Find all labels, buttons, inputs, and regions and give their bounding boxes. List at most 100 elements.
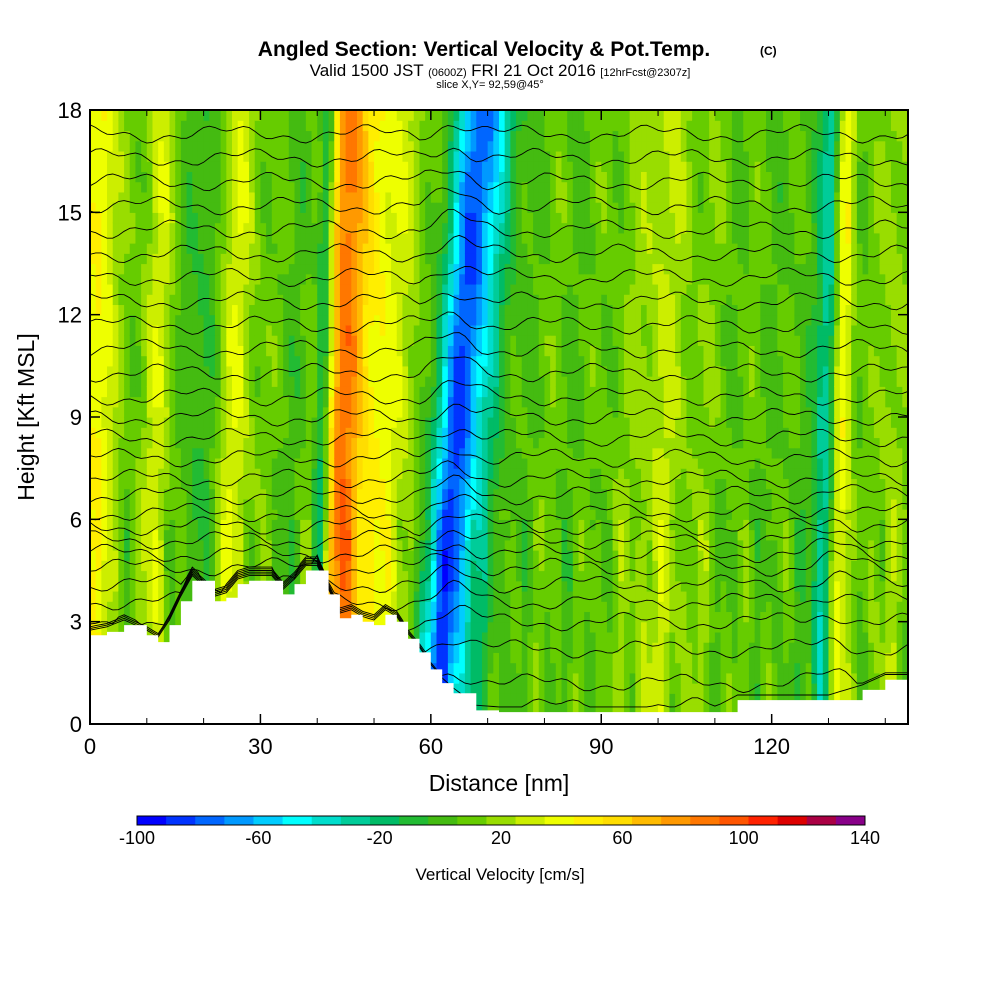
- velocity-cell: [442, 120, 449, 132]
- velocity-cell: [163, 447, 171, 459]
- velocity-cell: [430, 171, 438, 183]
- velocity-cell: [538, 345, 546, 357]
- velocity-cell: [442, 601, 449, 613]
- velocity-cell: [197, 314, 205, 326]
- velocity-cell: [158, 232, 165, 244]
- velocity-cell: [300, 110, 307, 121]
- velocity-cell: [243, 488, 250, 500]
- velocity-cell: [356, 150, 364, 162]
- velocity-cell: [141, 406, 148, 418]
- velocity-cell: [186, 140, 193, 152]
- velocity-cell: [527, 621, 534, 633]
- velocity-cell: [112, 590, 119, 602]
- velocity-cell: [413, 253, 421, 265]
- velocity-cell: [487, 570, 494, 582]
- velocity-cell: [487, 529, 494, 541]
- velocity-cell: [232, 202, 239, 213]
- velocity-cell: [521, 693, 528, 705]
- velocity-cell: [192, 560, 199, 572]
- velocity-cell: [186, 345, 193, 357]
- velocity-cell: [544, 601, 551, 613]
- velocity-cell: [186, 130, 193, 142]
- velocity-cell: [232, 161, 239, 172]
- velocity-cell: [379, 335, 386, 346]
- velocity-cell: [487, 631, 494, 643]
- velocity-cell: [124, 140, 131, 152]
- velocity-cell: [317, 509, 324, 520]
- velocity-cell: [107, 345, 114, 357]
- velocity-cell: [487, 212, 494, 224]
- velocity-cell: [374, 437, 381, 449]
- velocity-cell: [135, 304, 142, 316]
- velocity-cell: [499, 519, 506, 531]
- velocity-cell: [510, 130, 517, 142]
- velocity-cell: [135, 263, 142, 275]
- velocity-cell: [408, 263, 415, 275]
- velocity-cell: [493, 447, 500, 459]
- velocity-cell: [453, 509, 460, 520]
- velocity-cell: [385, 406, 392, 418]
- velocity-cell: [516, 283, 523, 295]
- velocity-cell: [527, 652, 534, 664]
- velocity-cell: [254, 222, 262, 234]
- velocity-cell: [169, 560, 176, 572]
- velocity-cell: [356, 509, 364, 520]
- velocity-cell: [368, 314, 375, 326]
- velocity-cell: [101, 181, 108, 193]
- velocity-cell: [124, 335, 131, 346]
- velocity-cell: [533, 406, 540, 418]
- velocity-cell: [504, 590, 511, 602]
- velocity-cell: [436, 539, 443, 551]
- velocity-cell: [527, 263, 534, 275]
- velocity-cell: [243, 191, 250, 203]
- velocity-cell: [203, 283, 210, 295]
- velocity-cell: [146, 417, 154, 428]
- velocity-cell: [476, 376, 483, 387]
- velocity-cell: [107, 355, 114, 367]
- velocity-cell: [413, 509, 421, 520]
- velocity-cell: [362, 570, 369, 582]
- velocity-cell: [334, 150, 341, 162]
- velocity-cell: [271, 560, 279, 572]
- velocity-cell: [493, 560, 500, 572]
- velocity-cell: [334, 437, 341, 449]
- velocity-cell: [266, 150, 273, 162]
- velocity-cell: [464, 488, 472, 500]
- velocity-cell: [385, 437, 392, 449]
- velocity-cell: [464, 345, 472, 357]
- velocity-cell: [107, 457, 114, 469]
- velocity-cell: [345, 498, 352, 510]
- velocity-cell: [254, 191, 262, 203]
- velocity-cell: [209, 355, 216, 367]
- velocity-cell: [158, 335, 165, 346]
- velocity-cell: [300, 222, 307, 234]
- velocity-cell: [516, 693, 523, 705]
- velocity-cell: [101, 110, 108, 121]
- velocity-cell: [362, 222, 369, 234]
- velocity-cell: [521, 437, 528, 449]
- velocity-cell: [220, 110, 227, 121]
- velocity-cell: [561, 642, 568, 653]
- velocity-cell: [385, 253, 392, 265]
- velocity-cell: [305, 314, 313, 326]
- velocity-cell: [430, 468, 438, 479]
- velocity-cell: [442, 468, 449, 479]
- velocity-cell: [180, 498, 188, 510]
- velocity-cell: [192, 140, 199, 152]
- velocity-cell: [300, 396, 307, 408]
- velocity-cell: [334, 130, 341, 142]
- velocity-cell: [214, 406, 222, 418]
- velocity-cell: [425, 631, 432, 643]
- velocity-cell: [464, 396, 472, 408]
- velocity-cell: [391, 345, 398, 357]
- velocity-cell: [476, 652, 483, 664]
- velocity-cell: [391, 386, 398, 398]
- velocity-cell: [107, 560, 114, 572]
- velocity-cell: [294, 222, 301, 234]
- velocity-cell: [141, 273, 148, 285]
- velocity-cell: [232, 529, 239, 541]
- velocity-cell: [254, 161, 262, 172]
- velocity-cell: [90, 232, 97, 244]
- velocity-cell: [510, 519, 517, 531]
- velocity-cell: [249, 243, 256, 254]
